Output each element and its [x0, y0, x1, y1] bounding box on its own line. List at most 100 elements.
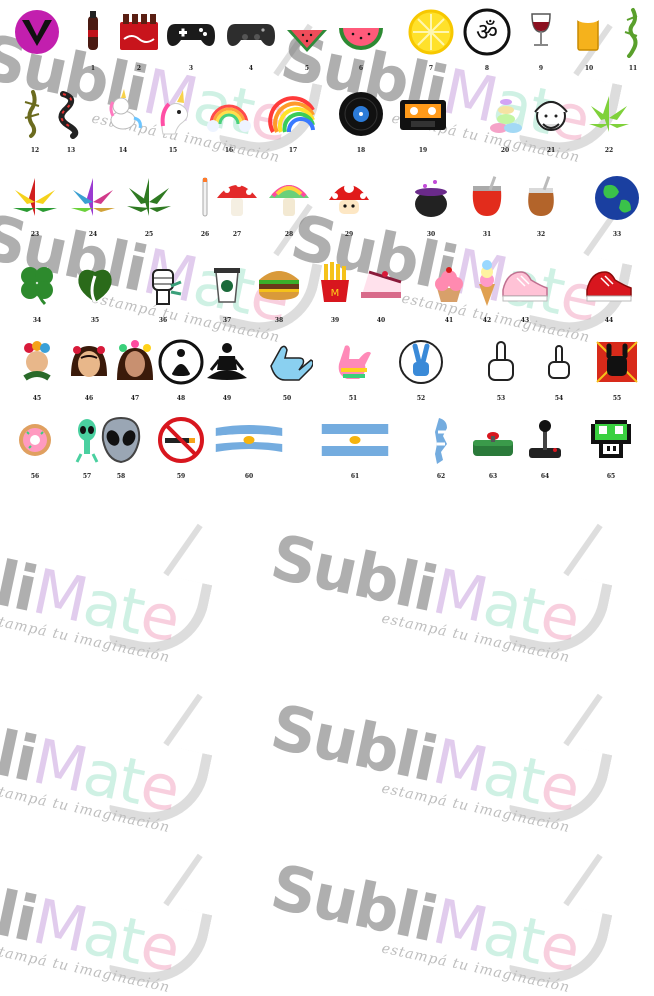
watermark-brand-text: M: [426, 884, 493, 967]
no-smoking-icon: [150, 414, 212, 466]
sticker-item[interactable]: 44: [578, 258, 640, 324]
sticker-item[interactable]: 5: [276, 6, 338, 72]
sticker-number: 40: [376, 317, 386, 324]
sticker-item[interactable]: 29: [318, 172, 380, 238]
sticker-item[interactable]: 38: [248, 258, 310, 324]
watermark-tagline: estampá tu imaginación: [380, 610, 572, 667]
sticker-item[interactable]: 43: [494, 258, 556, 324]
sticker-item[interactable]: 7: [400, 6, 462, 72]
sticker-item[interactable]: 47: [104, 336, 166, 402]
om-symbol-icon: ॐ: [456, 6, 518, 58]
sticker-item[interactable]: 15: [142, 88, 204, 154]
watermark-brand-text: M: [426, 724, 493, 807]
sticker-item[interactable]: 37: [196, 258, 258, 324]
sticker-item[interactable]: 50: [256, 336, 318, 402]
sticker-item[interactable]: 64: [514, 414, 576, 480]
sticker-item[interactable]: 27: [206, 172, 268, 238]
sticker-item[interactable]: 57: [56, 414, 118, 480]
sticker-item[interactable]: 14: [92, 88, 154, 154]
sticker-item[interactable]: 23: [4, 172, 66, 238]
sticker-item[interactable]: 26: [174, 172, 236, 238]
sticker-item[interactable]: [6, 6, 68, 72]
sticker-item[interactable]: M 39: [304, 258, 366, 324]
vinyl-record-icon: [330, 88, 392, 140]
sticker-item[interactable]: 19: [392, 88, 454, 154]
frida-face-icon: [58, 336, 120, 388]
cupcake-icon: [418, 258, 480, 310]
cola-crate-icon: [108, 6, 170, 58]
svg-text:M: M: [331, 288, 340, 299]
sticker-item[interactable]: 41: [418, 258, 480, 324]
sticker-item[interactable]: 42: [456, 258, 518, 324]
sticker-number: 24: [88, 231, 98, 238]
sticker-item[interactable]: 22: [578, 88, 640, 154]
sticker-number: 58: [116, 473, 126, 480]
alien-figure-icon: [56, 414, 118, 466]
sticker-item[interactable]: 63: [462, 414, 524, 480]
sticker-item[interactable]: 12: [4, 88, 66, 154]
sticker-number: 30: [426, 231, 436, 238]
sticker-item[interactable]: 46: [58, 336, 120, 402]
sticker-number: 16: [224, 147, 234, 154]
sticker-number: 32: [536, 231, 546, 238]
sticker-item[interactable]: 49: [196, 336, 258, 402]
sticker-number: 49: [222, 395, 232, 402]
sticker-item[interactable]: 25: [118, 172, 180, 238]
sticker-item[interactable]: 33: [586, 172, 648, 238]
watermark-mate-cup: [107, 896, 213, 994]
sticker-item[interactable]: 30: [400, 172, 462, 238]
sticker-number: 61: [350, 473, 360, 480]
sticker-number: 28: [284, 231, 294, 238]
sticker-number: 38: [274, 317, 284, 324]
sticker-catalog: 1 2 3 4 5 6 7 ॐ 8 9 10 11 12 13 14 15 16 17 18 19 20 21 22 23 24…: [4, 6, 654, 480]
sticker-item[interactable]: 31: [456, 172, 518, 238]
sticker-item[interactable]: 4: [220, 6, 282, 72]
watermark-brand-text: e: [534, 747, 585, 827]
sticker-item[interactable]: 55: [586, 336, 648, 402]
sticker-number: 47: [130, 395, 140, 402]
watermark-brand-text: at: [77, 565, 150, 649]
cola-bottle-icon: [62, 6, 124, 58]
watermark-bombilla: [563, 523, 603, 577]
sticker-item[interactable]: 35: [64, 258, 126, 324]
sticker-item[interactable]: 40: [350, 258, 412, 324]
sticker-item[interactable]: 62: [410, 414, 472, 480]
sticker-item[interactable]: 59: [150, 414, 212, 480]
sticker-item[interactable]: 24: [62, 172, 124, 238]
sticker-number: 3: [188, 65, 194, 72]
sticker-item[interactable]: 34: [6, 258, 68, 324]
sticker-item[interactable]: 9: [510, 6, 572, 72]
sticker-item[interactable]: 11: [602, 6, 654, 72]
sticker-number: 6: [358, 65, 364, 72]
sticker-item[interactable]: 56: [4, 414, 66, 480]
ice-cream-icon: [456, 258, 518, 310]
sticker-item[interactable]: 17: [262, 88, 324, 154]
sticker-item[interactable]: 1: [62, 6, 124, 72]
sticker-item[interactable]: 51: [322, 336, 384, 402]
sticker-item[interactable]: 36: [132, 258, 194, 324]
watermark-brand-text: e: [134, 577, 185, 657]
sticker-item[interactable]: 60: [212, 414, 286, 480]
sticker-item[interactable]: 18: [330, 88, 392, 154]
sticker-item[interactable]: 61: [318, 414, 392, 480]
sticker-item[interactable]: 45: [6, 336, 68, 402]
sticker-item[interactable]: 13: [40, 88, 102, 154]
sticker-item[interactable]: 3: [160, 6, 222, 72]
sticker-item[interactable]: 54: [528, 336, 590, 402]
sticker-item[interactable]: 20: [474, 88, 536, 154]
sticker-item[interactable]: 28: [258, 172, 320, 238]
sticker-item[interactable]: 48: [150, 336, 212, 402]
sticker-item[interactable]: 16: [198, 88, 260, 154]
sticker-item[interactable]: 52: [390, 336, 452, 402]
sticker-item[interactable]: 58: [90, 414, 152, 480]
watermark-brand-text: Subli: [264, 520, 443, 626]
sticker-item[interactable]: 32: [510, 172, 572, 238]
sticker-item[interactable]: 65: [580, 414, 642, 480]
sticker-item[interactable]: 21: [520, 88, 582, 154]
sticker-item[interactable]: 2: [108, 6, 170, 72]
sticker-number: 50: [282, 395, 292, 402]
sticker-item[interactable]: 53: [470, 336, 532, 402]
sticker-item[interactable]: 6: [330, 6, 392, 72]
